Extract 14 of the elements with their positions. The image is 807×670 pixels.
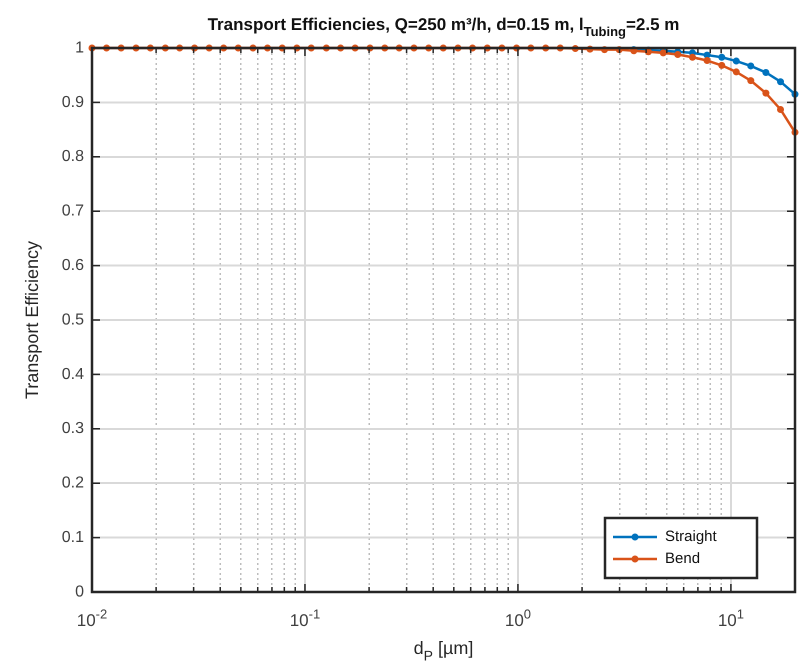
legend-label: Straight — [665, 528, 718, 546]
y-tick-label: 0.3 — [62, 420, 84, 438]
y-tick-label: 0.4 — [62, 366, 84, 383]
y-axis-title: Transport Efficiency — [22, 240, 42, 400]
y-tick-label: 0.5 — [62, 311, 84, 328]
y-tick-label: 0.7 — [62, 202, 84, 220]
y-tick-label: 0.2 — [62, 474, 84, 492]
y-tick-label: 0.1 — [62, 529, 84, 546]
y-tick-label: 0.6 — [62, 257, 84, 274]
y-tick-label: 0 — [75, 583, 84, 600]
y-tick-label: 1 — [75, 39, 84, 56]
y-tick-label: 0.8 — [62, 148, 84, 166]
legend-label: Bend — [665, 550, 700, 568]
y-tick-label: 0.9 — [62, 94, 84, 111]
